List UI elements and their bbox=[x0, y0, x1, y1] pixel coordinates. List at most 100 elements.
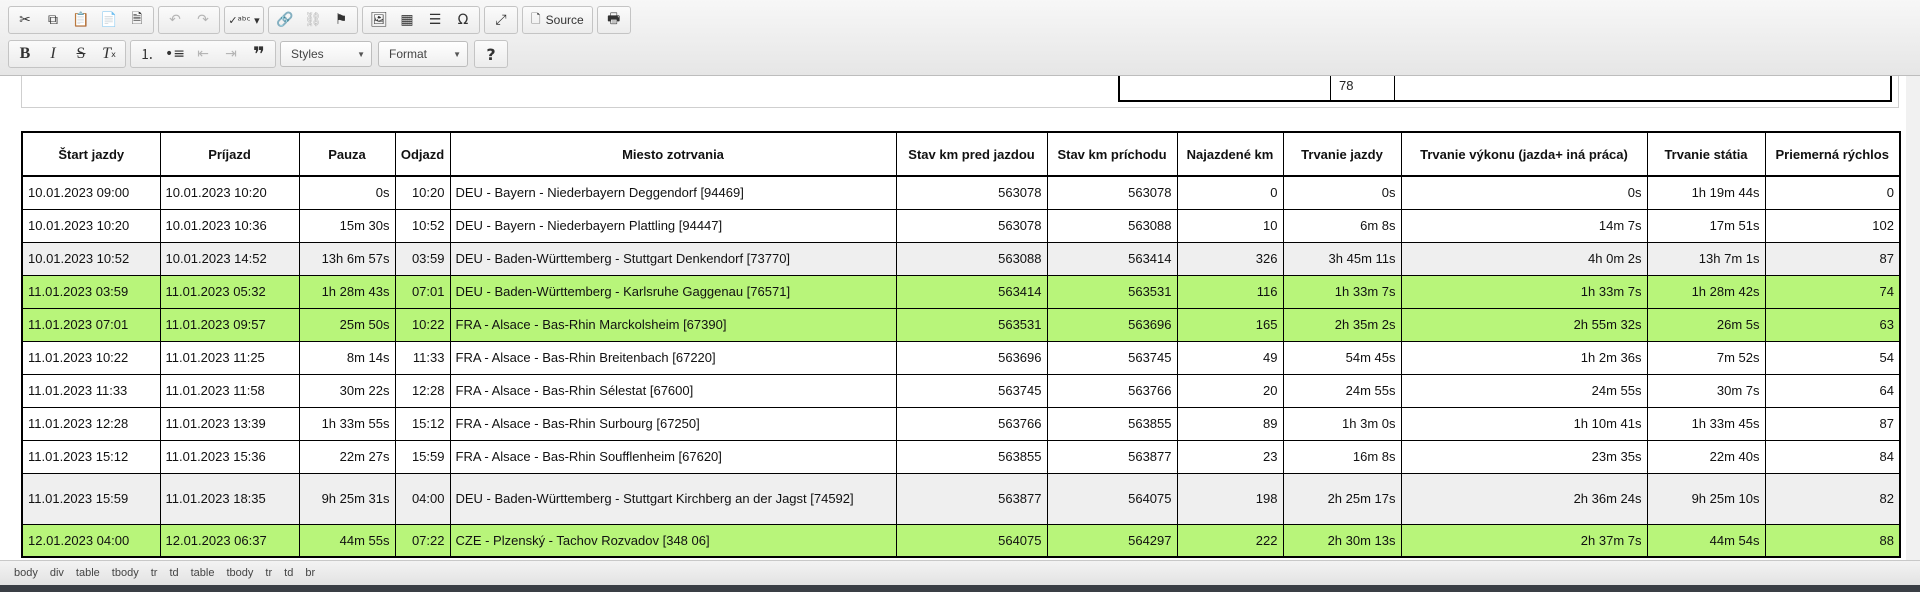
table-cell[interactable]: 49 bbox=[1176, 340, 1284, 375]
table-icon[interactable]: ▦ bbox=[400, 12, 414, 28]
table-cell[interactable]: 0s bbox=[1282, 175, 1402, 210]
table-cell[interactable]: 4h 0m 2s bbox=[1400, 241, 1648, 276]
table-cell[interactable]: 563078 bbox=[895, 175, 1048, 210]
table-cell[interactable]: 25m 50s bbox=[298, 307, 396, 342]
table-cell[interactable]: 564297 bbox=[1046, 523, 1178, 558]
table-cell[interactable]: 0 bbox=[1176, 175, 1284, 210]
table-cell[interactable]: 564075 bbox=[895, 523, 1048, 558]
table-cell[interactable]: 11.01.2023 09:57 bbox=[159, 307, 300, 342]
table-cell[interactable]: 1h 10m 41s bbox=[1400, 406, 1648, 441]
table-cell[interactable]: 10.01.2023 10:52 bbox=[21, 241, 161, 276]
paste-icon[interactable]: 📋 bbox=[72, 12, 90, 28]
element-path-crumb[interactable]: td bbox=[284, 567, 294, 579]
table-cell[interactable]: 563696 bbox=[895, 340, 1048, 375]
element-path-crumb[interactable]: div bbox=[49, 567, 64, 579]
table-cell[interactable]: 1h 3m 0s bbox=[1282, 406, 1402, 441]
table-cell[interactable]: 563877 bbox=[895, 472, 1048, 525]
undo-icon[interactable]: ↶ bbox=[169, 12, 181, 28]
indent-icon[interactable]: ⇥ bbox=[225, 46, 237, 62]
table-cell[interactable]: 54 bbox=[1764, 340, 1901, 375]
table-cell[interactable]: 15:12 bbox=[394, 406, 451, 441]
table-cell[interactable]: 22m 27s bbox=[298, 439, 396, 474]
table-cell[interactable]: FRA - Alsace - Bas-Rhin Breitenbach [672… bbox=[449, 340, 897, 375]
table-cell[interactable]: 11.01.2023 15:12 bbox=[21, 439, 161, 474]
table-cell[interactable]: 11.01.2023 11:58 bbox=[159, 373, 300, 408]
table-cell[interactable]: 88 bbox=[1764, 523, 1901, 558]
horizontal-rule-icon[interactable]: ☰ bbox=[428, 12, 442, 28]
table-cell[interactable]: 563855 bbox=[895, 439, 1048, 474]
format-dropdown[interactable]: Format ▼ bbox=[378, 41, 468, 67]
table-cell[interactable]: 11.01.2023 12:28 bbox=[21, 406, 161, 441]
table-cell[interactable]: 12:28 bbox=[394, 373, 451, 408]
table-cell[interactable]: 11.01.2023 18:35 bbox=[159, 472, 300, 525]
table-cell[interactable]: 563088 bbox=[895, 241, 1048, 276]
table-cell[interactable]: 0s bbox=[298, 175, 396, 210]
anchor-flag-icon[interactable]: ⚑ bbox=[334, 12, 348, 28]
table-cell[interactable]: 13h 7m 1s bbox=[1646, 241, 1766, 276]
table-cell[interactable]: 563078 bbox=[895, 208, 1048, 243]
table-cell[interactable]: 11.01.2023 07:01 bbox=[21, 307, 161, 342]
table-cell[interactable]: 11.01.2023 13:39 bbox=[159, 406, 300, 441]
table-cell[interactable]: 22m 40s bbox=[1646, 439, 1766, 474]
numbered-list-icon[interactable]: ⒈ bbox=[140, 47, 154, 63]
table-cell[interactable]: 04:00 bbox=[394, 472, 451, 525]
table-cell[interactable]: FRA - Alsace - Bas-Rhin Surbourg [67250] bbox=[449, 406, 897, 441]
table-cell[interactable]: 14m 7s bbox=[1400, 208, 1648, 243]
table-cell[interactable]: 326 bbox=[1176, 241, 1284, 276]
table-cell[interactable]: 30m 22s bbox=[298, 373, 396, 408]
table-cell[interactable]: 1h 28m 43s bbox=[298, 274, 396, 309]
table-cell[interactable]: 13h 6m 57s bbox=[298, 241, 396, 276]
editor-content-area[interactable]: 78 Štart jazdy Príjazd Pauza Odjazd Miesto z… bbox=[0, 76, 1920, 560]
table-cell[interactable]: 10.01.2023 10:36 bbox=[159, 208, 300, 243]
paste-from-word-icon[interactable]: 🗎 bbox=[131, 11, 143, 27]
table-cell[interactable]: 30m 7s bbox=[1646, 373, 1766, 408]
table-cell[interactable]: 1h 33m 55s bbox=[298, 406, 396, 441]
element-path-crumb[interactable]: tr bbox=[150, 567, 158, 579]
table-cell[interactable]: 63 bbox=[1764, 307, 1901, 342]
table-cell[interactable]: 11.01.2023 15:59 bbox=[21, 472, 161, 525]
help-icon[interactable]: ? bbox=[486, 44, 496, 64]
table-cell[interactable]: 11.01.2023 03:59 bbox=[21, 274, 161, 309]
table-cell[interactable]: 84 bbox=[1764, 439, 1901, 474]
table-cell[interactable]: 2h 30m 13s bbox=[1282, 523, 1402, 558]
element-path-crumb[interactable]: table bbox=[75, 567, 100, 579]
table-cell[interactable]: 8m 14s bbox=[298, 340, 396, 375]
table-cell[interactable]: 1h 33m 7s bbox=[1400, 274, 1648, 309]
table-cell[interactable]: 82 bbox=[1764, 472, 1901, 525]
table-cell[interactable]: 11:33 bbox=[394, 340, 451, 375]
strikethrough-icon[interactable]: S bbox=[76, 45, 86, 62]
table-cell[interactable]: 1h 33m 45s bbox=[1646, 406, 1766, 441]
table-cell[interactable]: 23 bbox=[1176, 439, 1284, 474]
table-cell[interactable]: 9h 25m 31s bbox=[298, 472, 396, 525]
table-cell[interactable]: 10.01.2023 10:20 bbox=[159, 175, 300, 210]
image-icon[interactable]: 🖼 bbox=[370, 12, 388, 28]
table-cell[interactable]: 11.01.2023 11:33 bbox=[21, 373, 161, 408]
table-cell[interactable]: 10:20 bbox=[394, 175, 451, 210]
table-cell[interactable]: 563078 bbox=[1046, 175, 1178, 210]
table-cell[interactable]: 17m 51s bbox=[1646, 208, 1766, 243]
table-cell[interactable]: 12.01.2023 06:37 bbox=[159, 523, 300, 558]
table-cell[interactable]: 165 bbox=[1176, 307, 1284, 342]
table-cell[interactable]: 563531 bbox=[895, 307, 1048, 342]
table-cell[interactable]: 87 bbox=[1764, 406, 1901, 441]
table-cell[interactable]: 563877 bbox=[1046, 439, 1178, 474]
table-cell[interactable]: 7m 52s bbox=[1646, 340, 1766, 375]
cut-icon[interactable]: ✂ bbox=[19, 12, 31, 28]
table-cell[interactable]: 44m 55s bbox=[298, 523, 396, 558]
bulleted-list-icon[interactable]: •≡ bbox=[165, 46, 185, 62]
table-cell[interactable]: 563531 bbox=[1046, 274, 1178, 309]
element-path-crumb[interactable]: table bbox=[190, 567, 215, 579]
table-cell[interactable]: 10 bbox=[1176, 208, 1284, 243]
table-cell[interactable]: 1h 2m 36s bbox=[1400, 340, 1648, 375]
table-cell[interactable]: FRA - Alsace - Bas-Rhin Marckolsheim [67… bbox=[449, 307, 897, 342]
redo-icon[interactable]: ↷ bbox=[197, 12, 209, 28]
table-cell[interactable]: 1h 33m 7s bbox=[1282, 274, 1402, 309]
table-cell[interactable]: 1h 28m 42s bbox=[1646, 274, 1766, 309]
table-cell[interactable]: 563745 bbox=[895, 373, 1048, 408]
copy-icon[interactable]: ⧉ bbox=[48, 12, 58, 28]
table-cell[interactable]: 10.01.2023 09:00 bbox=[21, 175, 161, 210]
table-cell[interactable]: 89 bbox=[1176, 406, 1284, 441]
table-cell[interactable]: 44m 54s bbox=[1646, 523, 1766, 558]
table-cell[interactable]: 12.01.2023 04:00 bbox=[21, 523, 161, 558]
